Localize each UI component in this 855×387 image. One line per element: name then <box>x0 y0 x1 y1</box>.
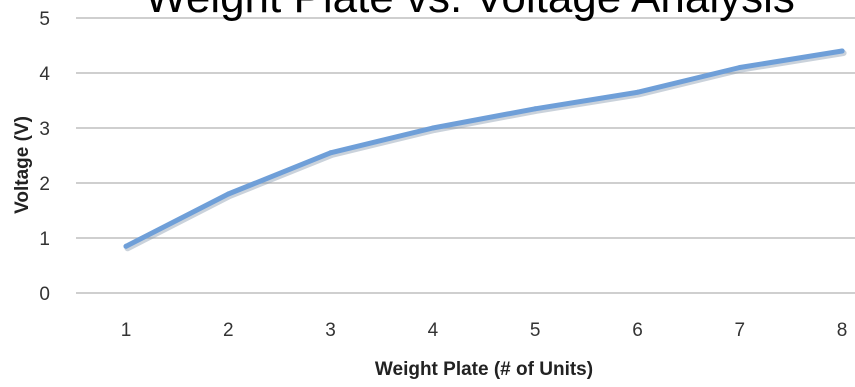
series-line-shadow <box>124 50 847 252</box>
y-tick-label: 1 <box>39 229 50 250</box>
x-tick-label: 2 <box>223 320 234 341</box>
data-point <box>225 191 231 197</box>
y-tick-label: 3 <box>39 119 50 140</box>
y-axis-title: Voltage (V) <box>12 116 33 214</box>
x-tick-label: 6 <box>632 320 643 341</box>
data-point <box>532 106 538 112</box>
data-point <box>430 125 436 131</box>
x-tick-label: 1 <box>121 320 132 341</box>
data-point <box>635 89 640 95</box>
x-tick-label: 4 <box>428 320 439 341</box>
x-tick-labels: 1 2 3 4 5 6 7 8 <box>121 320 848 341</box>
grid-layer <box>76 17 855 294</box>
y-tick-label: 0 <box>39 284 50 305</box>
x-axis-title: Weight Plate (# of Units) <box>375 359 593 380</box>
x-tick-label: 7 <box>735 320 746 341</box>
data-point <box>328 150 334 156</box>
series-layer <box>123 48 847 252</box>
x-tick-label: 8 <box>837 320 848 341</box>
chart-title: Weight Plate vs. Voltage Analysis <box>145 0 795 22</box>
data-point <box>839 48 845 54</box>
data-point <box>737 65 743 70</box>
x-tick-label: 3 <box>325 320 336 341</box>
data-point <box>123 243 129 249</box>
y-tick-label: 2 <box>39 174 50 195</box>
x-tick-label: 5 <box>530 320 541 341</box>
y-tick-label: 4 <box>39 64 50 85</box>
y-tick-labels: 0 1 2 3 4 5 <box>39 9 50 305</box>
y-tick-label: 5 <box>39 9 50 30</box>
series-line <box>123 48 845 249</box>
